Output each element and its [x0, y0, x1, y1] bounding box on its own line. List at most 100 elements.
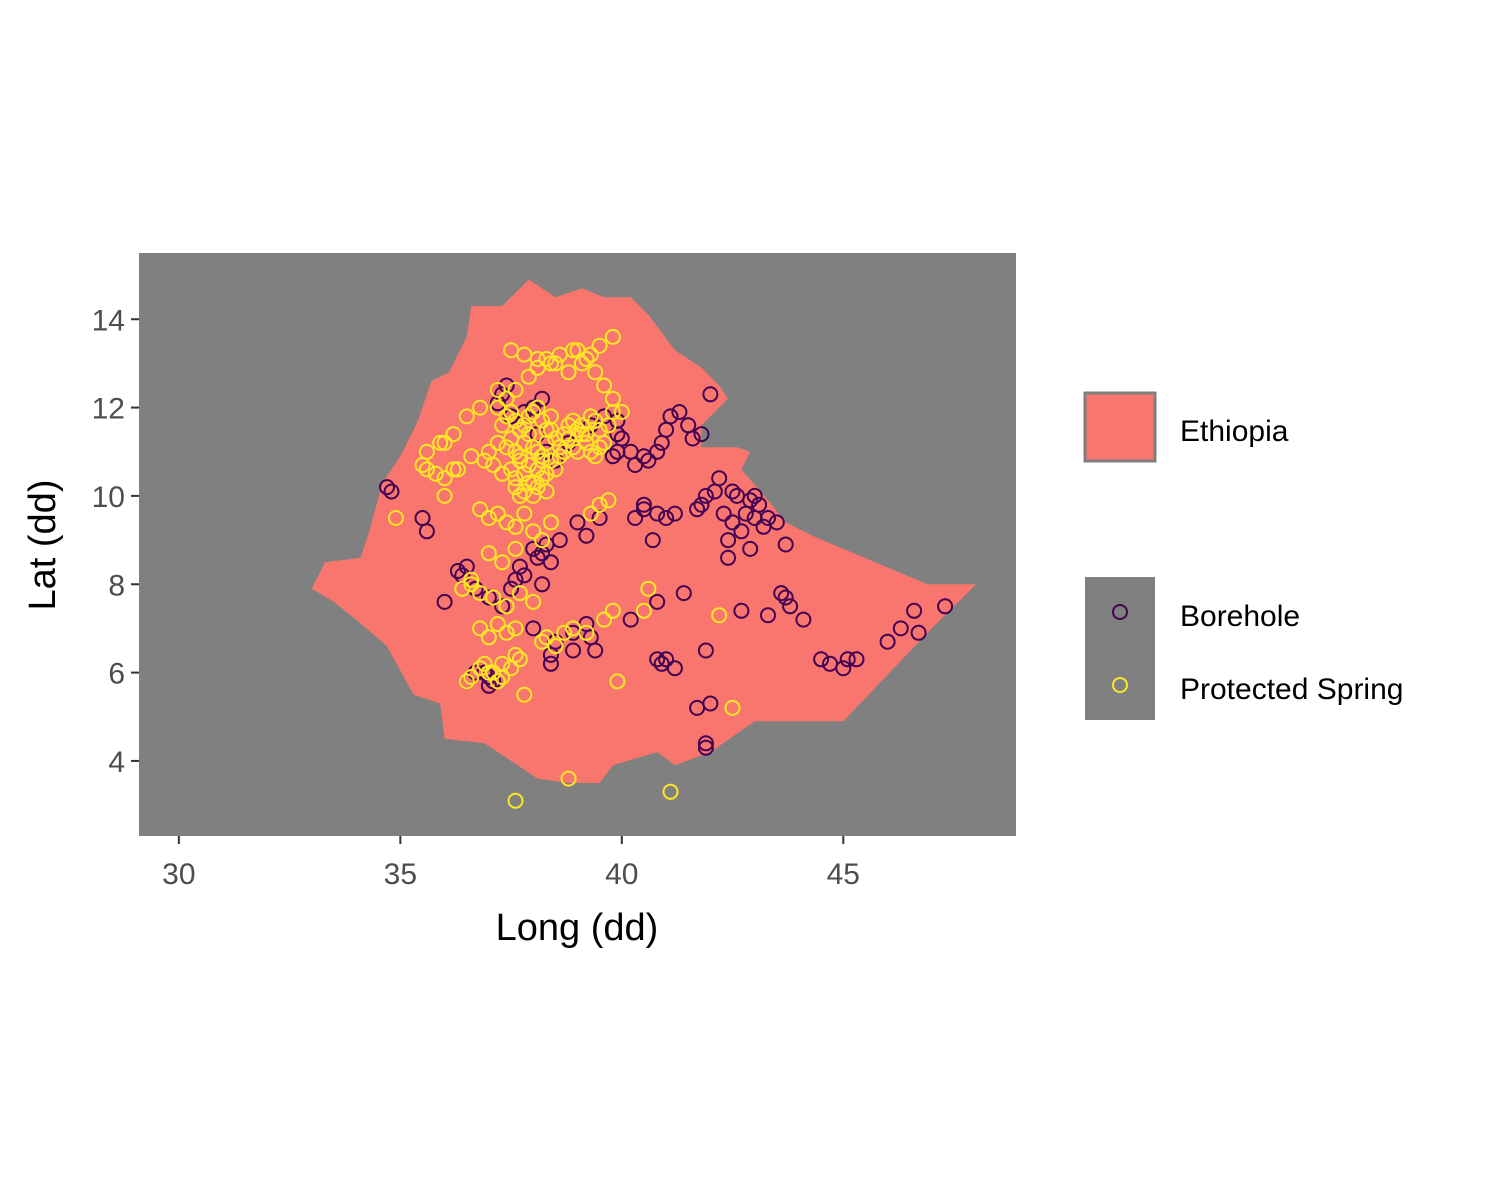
protected-spring-point — [582, 408, 599, 425]
protected-spring-point — [724, 699, 741, 716]
borehole-point — [525, 399, 542, 416]
protected-spring-point — [556, 624, 573, 641]
borehole-point — [627, 510, 644, 526]
protected-spring-point — [494, 465, 511, 482]
borehole-point — [697, 487, 714, 504]
legend-key-borehole — [1112, 604, 1128, 620]
protected-spring-point — [480, 664, 497, 681]
protected-spring-point — [596, 611, 613, 628]
borehole-point — [649, 505, 666, 522]
protected-spring-point — [604, 390, 621, 407]
borehole-point — [910, 624, 927, 641]
protected-spring-point — [596, 377, 613, 394]
legend-label-protected-spring: Protected Spring — [1180, 673, 1403, 706]
protected-spring-point — [494, 655, 511, 672]
protected-spring-point — [573, 355, 590, 372]
protected-spring-point — [507, 518, 524, 535]
protected-spring-point — [498, 598, 515, 615]
protected-spring-point — [516, 505, 533, 522]
protected-spring-point — [525, 404, 542, 420]
protected-spring-point — [542, 514, 559, 531]
points-layer — [379, 328, 954, 809]
protected-spring-point — [565, 412, 582, 429]
x-tick-label: 35 — [384, 858, 417, 891]
borehole-point — [578, 527, 595, 544]
borehole-point — [733, 523, 750, 540]
borehole-point — [706, 483, 723, 500]
borehole-point — [906, 602, 923, 619]
protected-spring-point — [489, 616, 506, 632]
legend-colour: Borehole Protected Spring — [1085, 577, 1403, 720]
protected-spring-point — [591, 496, 608, 513]
borehole-point — [720, 532, 737, 549]
borehole-point — [702, 695, 719, 712]
series-protected-spring — [387, 328, 741, 809]
protected-spring-point — [511, 421, 528, 438]
protected-spring-point — [569, 421, 586, 438]
protected-spring-point — [449, 461, 466, 478]
legend-label-ethiopia: Ethiopia — [1180, 415, 1289, 448]
protected-spring-point — [498, 439, 515, 456]
borehole-point — [777, 536, 794, 553]
borehole-point — [671, 404, 688, 420]
borehole-point — [724, 514, 741, 531]
borehole-point — [640, 452, 657, 469]
protected-spring-point — [534, 448, 551, 465]
protected-spring-point — [507, 792, 524, 809]
protected-spring-point — [538, 629, 555, 646]
borehole-point — [697, 642, 714, 659]
borehole-point — [782, 598, 799, 615]
borehole-point — [494, 598, 511, 615]
borehole-point — [658, 651, 675, 668]
borehole-point — [675, 585, 692, 602]
protected-spring-point — [604, 602, 621, 619]
borehole-point — [702, 386, 719, 403]
borehole-point — [839, 651, 856, 668]
protected-spring-point — [489, 399, 506, 416]
borehole-point — [418, 523, 435, 540]
protected-spring-point — [498, 514, 515, 531]
borehole-point — [773, 585, 790, 602]
protected-spring-point — [520, 457, 537, 473]
borehole-point — [693, 496, 710, 513]
protected-spring-point — [582, 346, 599, 363]
protected-spring-point — [507, 620, 524, 637]
borehole-point — [379, 479, 395, 496]
protected-spring-point — [387, 510, 404, 526]
borehole-point — [542, 646, 559, 663]
protected-spring-point — [534, 412, 551, 429]
protected-spring-point — [516, 417, 533, 434]
borehole-point — [503, 580, 520, 597]
protected-spring-point — [573, 426, 590, 443]
y-tick-label: 4 — [108, 746, 125, 779]
borehole-point — [485, 673, 502, 690]
borehole-point — [662, 408, 679, 425]
protected-spring-point — [427, 465, 444, 482]
protected-spring-point — [591, 337, 608, 354]
protected-spring-point — [662, 783, 679, 800]
legend-key-ethiopia — [1083, 391, 1157, 463]
protected-spring-point — [489, 381, 506, 398]
protected-spring-point — [635, 602, 652, 619]
protected-spring-point — [485, 589, 502, 606]
protected-spring-point — [542, 452, 559, 469]
x-tick-label: 30 — [162, 858, 195, 891]
protected-spring-point — [458, 408, 475, 425]
protected-spring-point — [538, 483, 555, 500]
y-tick-label: 8 — [108, 569, 125, 602]
borehole-point — [649, 651, 666, 668]
borehole-point — [534, 390, 551, 407]
protected-spring-point — [472, 660, 489, 677]
borehole-point — [813, 651, 830, 668]
protected-spring-point — [560, 364, 577, 381]
borehole-point — [582, 629, 599, 646]
protected-spring-point — [547, 355, 564, 372]
borehole-point — [635, 496, 652, 513]
borehole-point — [542, 655, 559, 672]
protected-spring-point — [587, 448, 604, 465]
protected-spring-point — [472, 399, 489, 416]
borehole-point — [848, 651, 865, 668]
borehole-point — [436, 593, 453, 610]
protected-spring-point — [480, 629, 497, 646]
